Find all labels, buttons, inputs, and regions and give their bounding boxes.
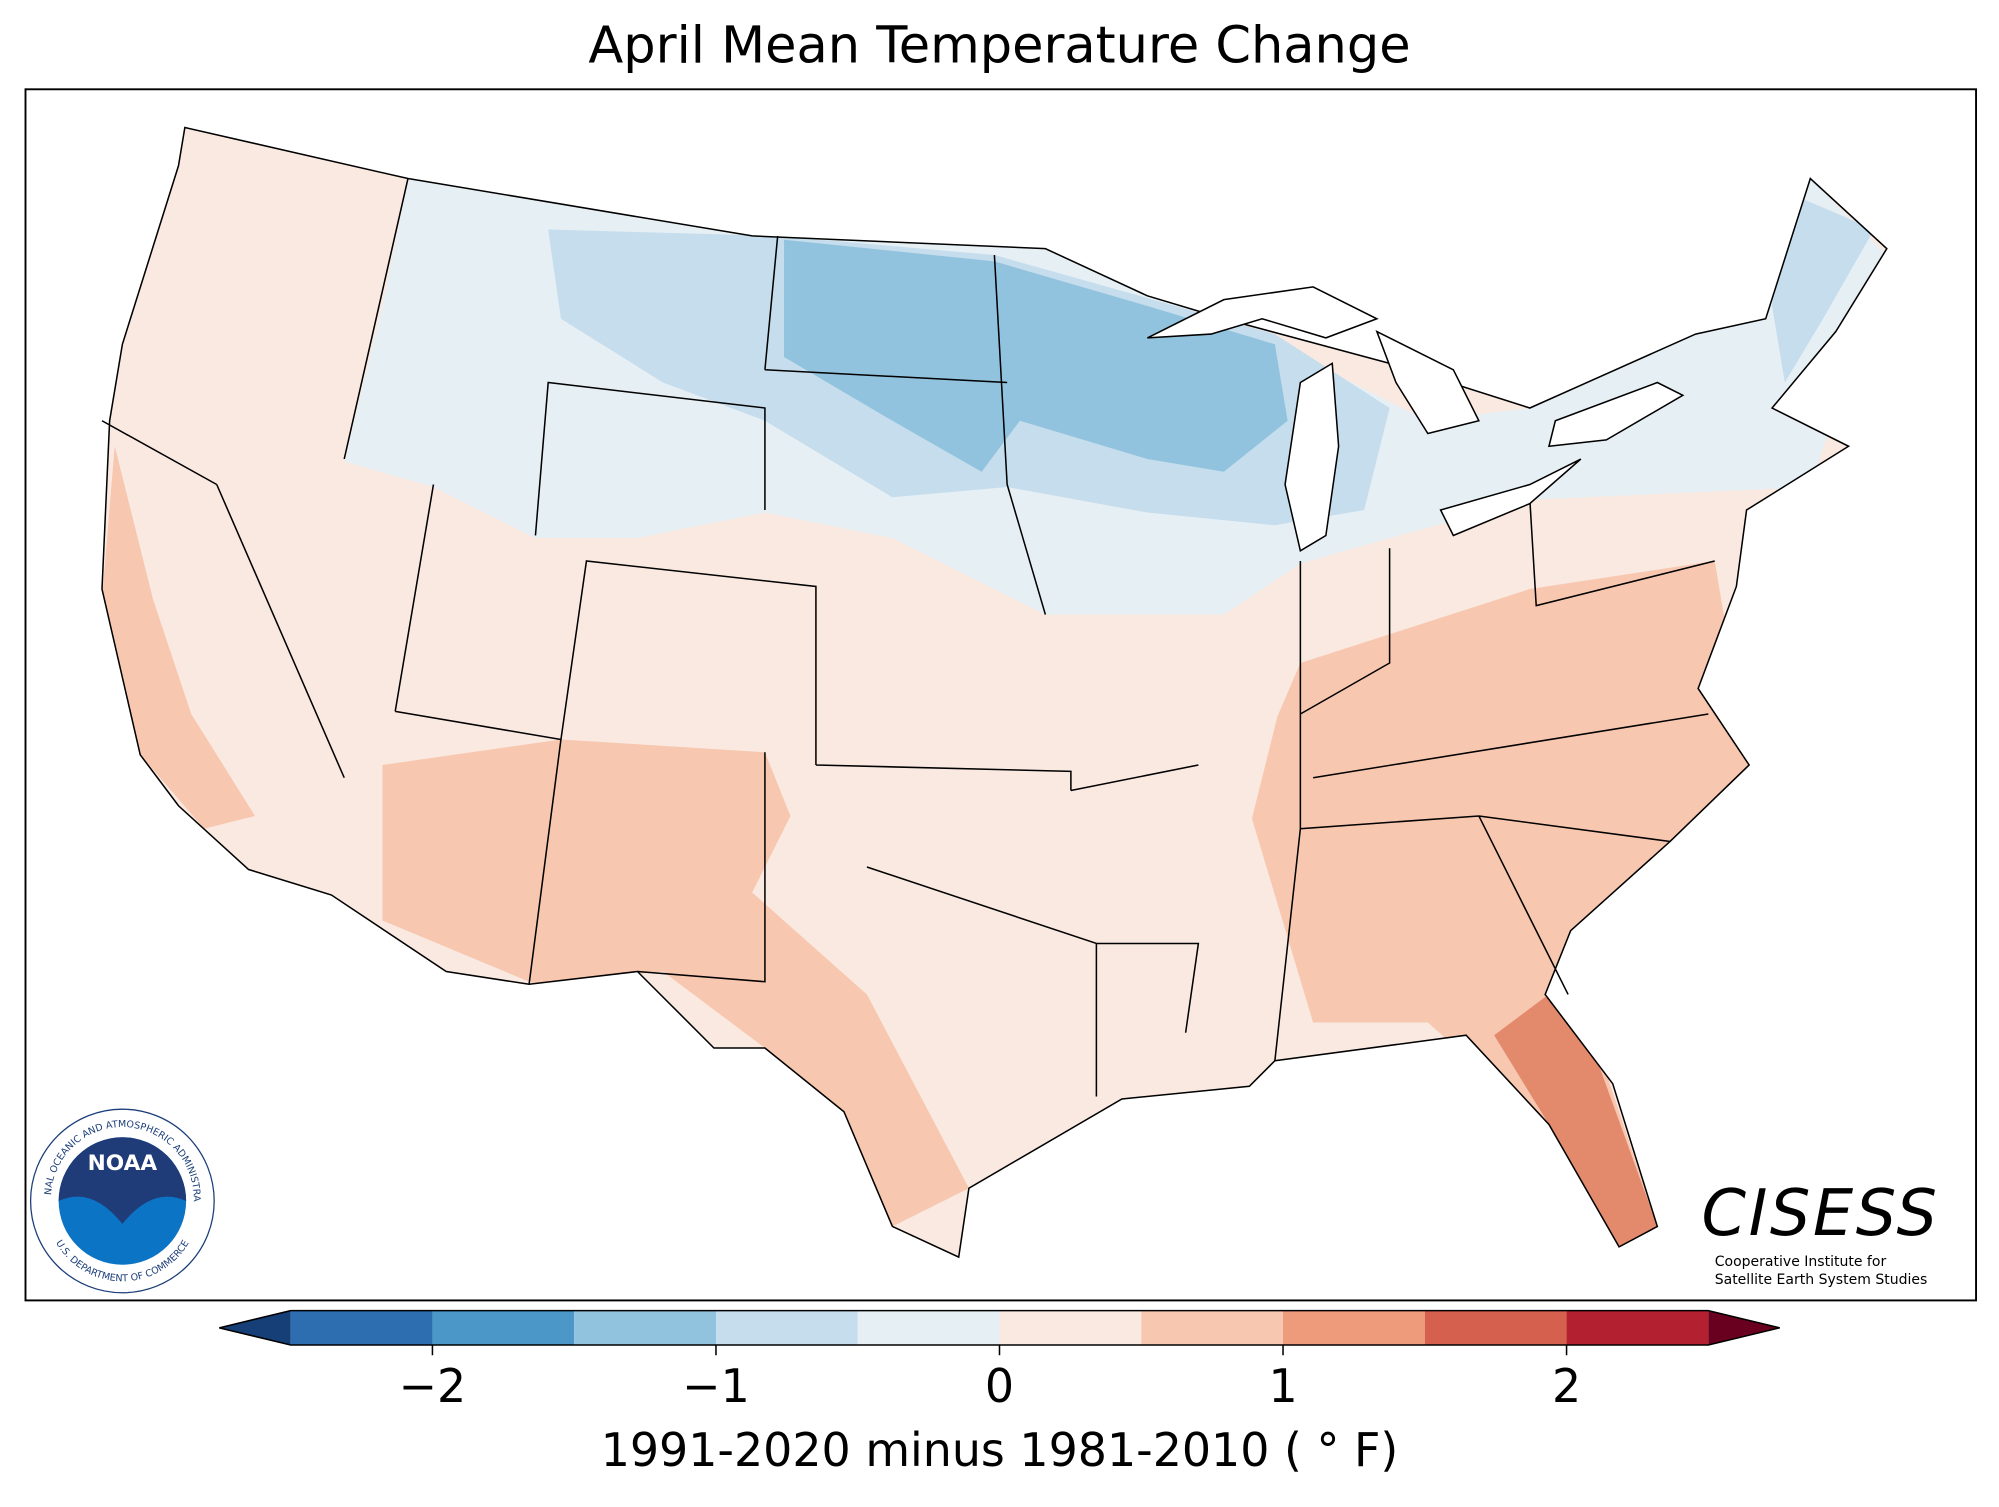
region-coolest (784, 239, 1288, 472)
colorbar-tick-label: −2 (399, 1359, 467, 1413)
extend-arrow-high (1708, 1310, 1780, 1346)
lake (1547, 381, 1685, 448)
colorbar-label: 1991-2020 minus 1981-2010 ( ° F) (601, 1423, 1399, 1477)
colorbar-tick-label: 1 (1268, 1359, 1297, 1413)
cisess-line: Satellite Earth System Studies (1715, 1272, 1928, 1288)
colorbar-bin (715, 1310, 858, 1346)
colorbar-tick-label: 0 (985, 1359, 1014, 1413)
colorbar: −2 −1 0 1 2 (219, 1309, 1780, 1413)
colorbar-tick-label: −1 (682, 1359, 750, 1413)
colorbar-tick-label: 2 (1552, 1359, 1581, 1413)
lake (1284, 362, 1340, 552)
noaa-text: NOAA (88, 1151, 158, 1176)
great-lakes (1147, 286, 1685, 552)
colorbar-outline (219, 1309, 1780, 1346)
colorbar-bin (1566, 1310, 1709, 1346)
logo-top (58, 1137, 187, 1224)
lake (1375, 329, 1480, 435)
extend-arrow-low (219, 1310, 291, 1346)
colorbar-bin (1283, 1310, 1425, 1346)
colorbar-bin (290, 1310, 433, 1346)
colorbar-bin (1424, 1310, 1567, 1346)
region-hot (1494, 997, 1658, 1247)
cisess-line: Cooperative Institute for (1715, 1254, 1887, 1270)
cisess-logo: CISESS (1702, 1177, 1940, 1251)
region-cooler (1772, 191, 1875, 383)
title: April Mean Temperature Change (588, 16, 1410, 75)
region-warm (101, 446, 255, 829)
colorbar-bin (1141, 1310, 1284, 1346)
lake (1439, 458, 1582, 537)
state-borders (101, 178, 1715, 1097)
colorbar-bin (999, 1310, 1142, 1346)
lake (1147, 286, 1379, 339)
colorbar-bin (574, 1310, 716, 1346)
colorbar-bin (432, 1310, 575, 1346)
colorbar-bin (857, 1310, 1000, 1346)
